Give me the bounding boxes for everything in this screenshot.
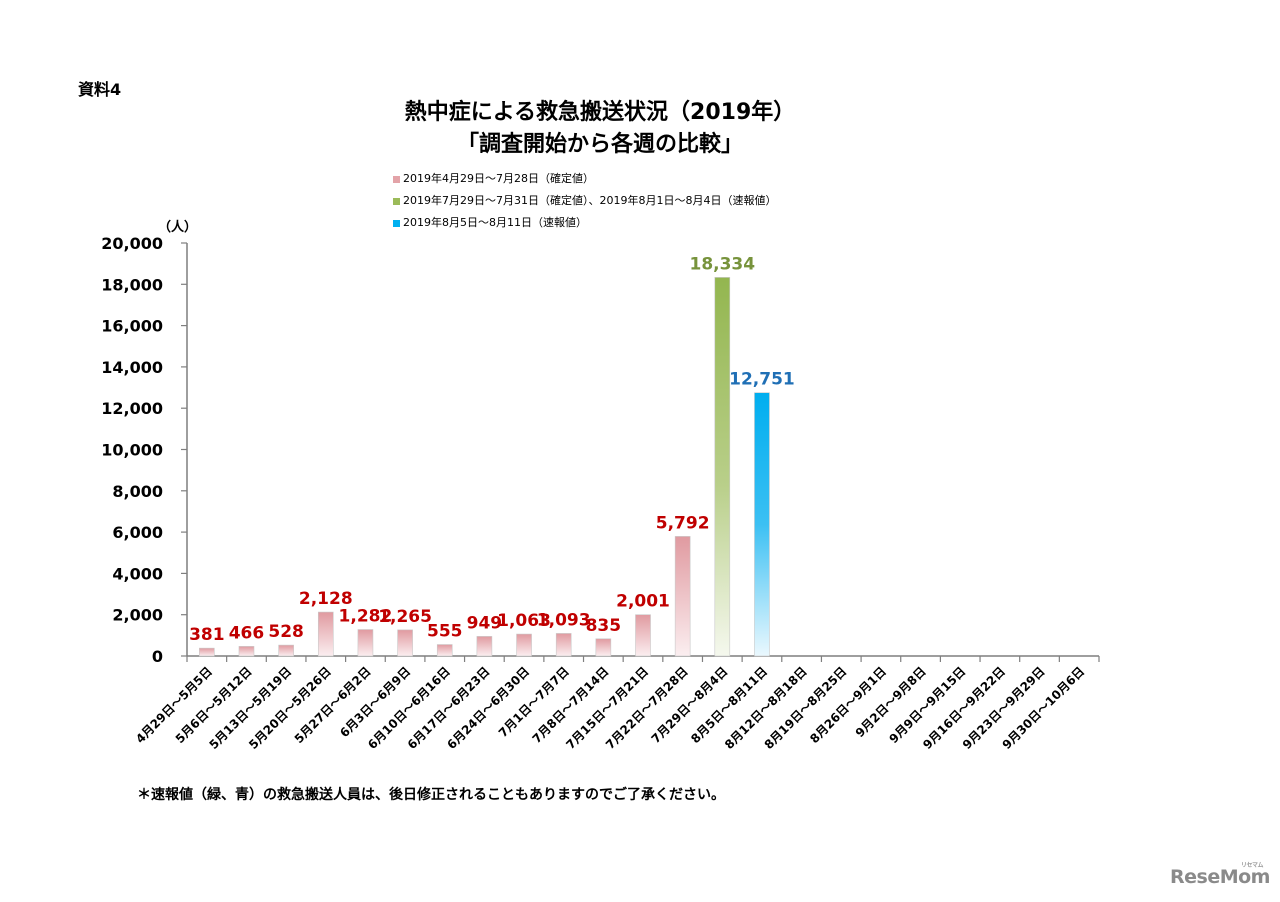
chart-title-line2: 「調査開始から各週の比較」: [456, 132, 743, 157]
bar: [555, 633, 572, 657]
y-tick-label: 0: [152, 647, 163, 666]
bar: [595, 638, 612, 657]
x-tick-label: 6月3日～6月9日: [337, 664, 413, 740]
bar-value-label: 555: [427, 622, 463, 642]
y-tick-label: 6,000: [112, 523, 163, 542]
bar-value-label: 835: [586, 616, 622, 636]
y-tick-label: 4,000: [112, 564, 163, 583]
bar-value-label: 381: [189, 625, 225, 645]
legend-swatch-pink-icon: [393, 175, 400, 183]
y-tick-label: 14,000: [101, 358, 163, 377]
bar-value-label: 1,063: [497, 611, 551, 631]
x-axis: [186, 655, 1100, 662]
y-tick-label: 18,000: [101, 275, 163, 294]
bar: [674, 536, 691, 657]
bar: [278, 644, 294, 657]
resemom-logo: ReseMom リセマム: [1170, 862, 1270, 888]
bar-value-label: 1,265: [378, 607, 432, 627]
y-tick-label: 8,000: [112, 482, 163, 501]
bar-value-label: 2,001: [616, 592, 670, 612]
x-tick-label: 7月1日～7月7日: [496, 664, 572, 740]
legend-swatch-blue-icon: [393, 219, 400, 227]
bar-value-label: 18,334: [689, 254, 755, 274]
bar: [199, 647, 215, 657]
bar: [238, 646, 255, 657]
bar-value-label: 528: [268, 622, 304, 642]
x-tick-labels: 4月29日～5月5日5月6日～5月12日5月13日～5月19日5月20日～5月2…: [133, 664, 1087, 752]
legend-item-confirmed: 2019年4月29日～7月28日（確定値）: [393, 168, 776, 190]
chart-legend: 2019年4月29日～7月28日（確定値） 2019年7月29日～7月31日（確…: [393, 168, 776, 234]
y-tick-label: 12,000: [101, 399, 163, 418]
legend-item-green: 2019年7月29日～7月31日（確定値）、2019年8月1日～8月4日（速報値…: [393, 190, 776, 212]
bar: [397, 629, 413, 657]
y-tick-label: 20,000: [101, 234, 163, 253]
legend-label: 2019年8月5日～8月11日（速報値）: [403, 216, 587, 229]
y-tick-label: 10,000: [101, 441, 163, 460]
bar: [635, 614, 651, 657]
bar: [714, 277, 731, 657]
bar-value-label: 5,792: [656, 513, 710, 533]
bar-value-label: 2,128: [299, 589, 353, 609]
bar: [516, 633, 532, 657]
y-axis-unit: （人）: [158, 220, 198, 235]
legend-item-blue: 2019年8月5日～8月11日（速報値）: [393, 212, 776, 234]
x-tick-label: 9月2日～9月8日: [853, 664, 929, 740]
y-tick-label: 16,000: [101, 317, 163, 336]
bar-value-label: 1,093: [537, 610, 591, 630]
bar: [476, 636, 493, 657]
bar: [436, 644, 453, 657]
bar-value-label: 949: [467, 613, 503, 633]
bar-value-label: 1,282: [339, 607, 393, 627]
brand-text: ReseMom: [1170, 866, 1270, 888]
document-label: 資料4: [78, 80, 122, 99]
bar-value-label: 466: [229, 623, 265, 643]
legend-swatch-green-icon: [393, 197, 400, 205]
bar: [317, 611, 334, 657]
bar: [754, 392, 770, 657]
legend-label: 2019年7月29日～7月31日（確定値）、2019年8月1日～8月4日（速報値…: [403, 194, 777, 207]
y-tick-label: 2,000: [112, 606, 163, 625]
bars: [199, 277, 770, 657]
chart-title-line1: 熱中症による救急搬送状況（2019年）: [404, 100, 796, 125]
bar-value-label: 12,751: [729, 370, 795, 390]
legend-label: 2019年4月29日～7月28日（確定値）: [403, 172, 594, 185]
bar: [357, 629, 374, 657]
brand-subtext: リセマム: [1241, 862, 1264, 869]
y-axis: 0 2,000 4,000 6,000 8,000 10,000 12,000 14,000 1…: [101, 234, 188, 666]
footnote: ＊速報値（緑、青）の救急搬送人員は、後日修正されることもありますのでご了承くださ…: [137, 787, 725, 803]
